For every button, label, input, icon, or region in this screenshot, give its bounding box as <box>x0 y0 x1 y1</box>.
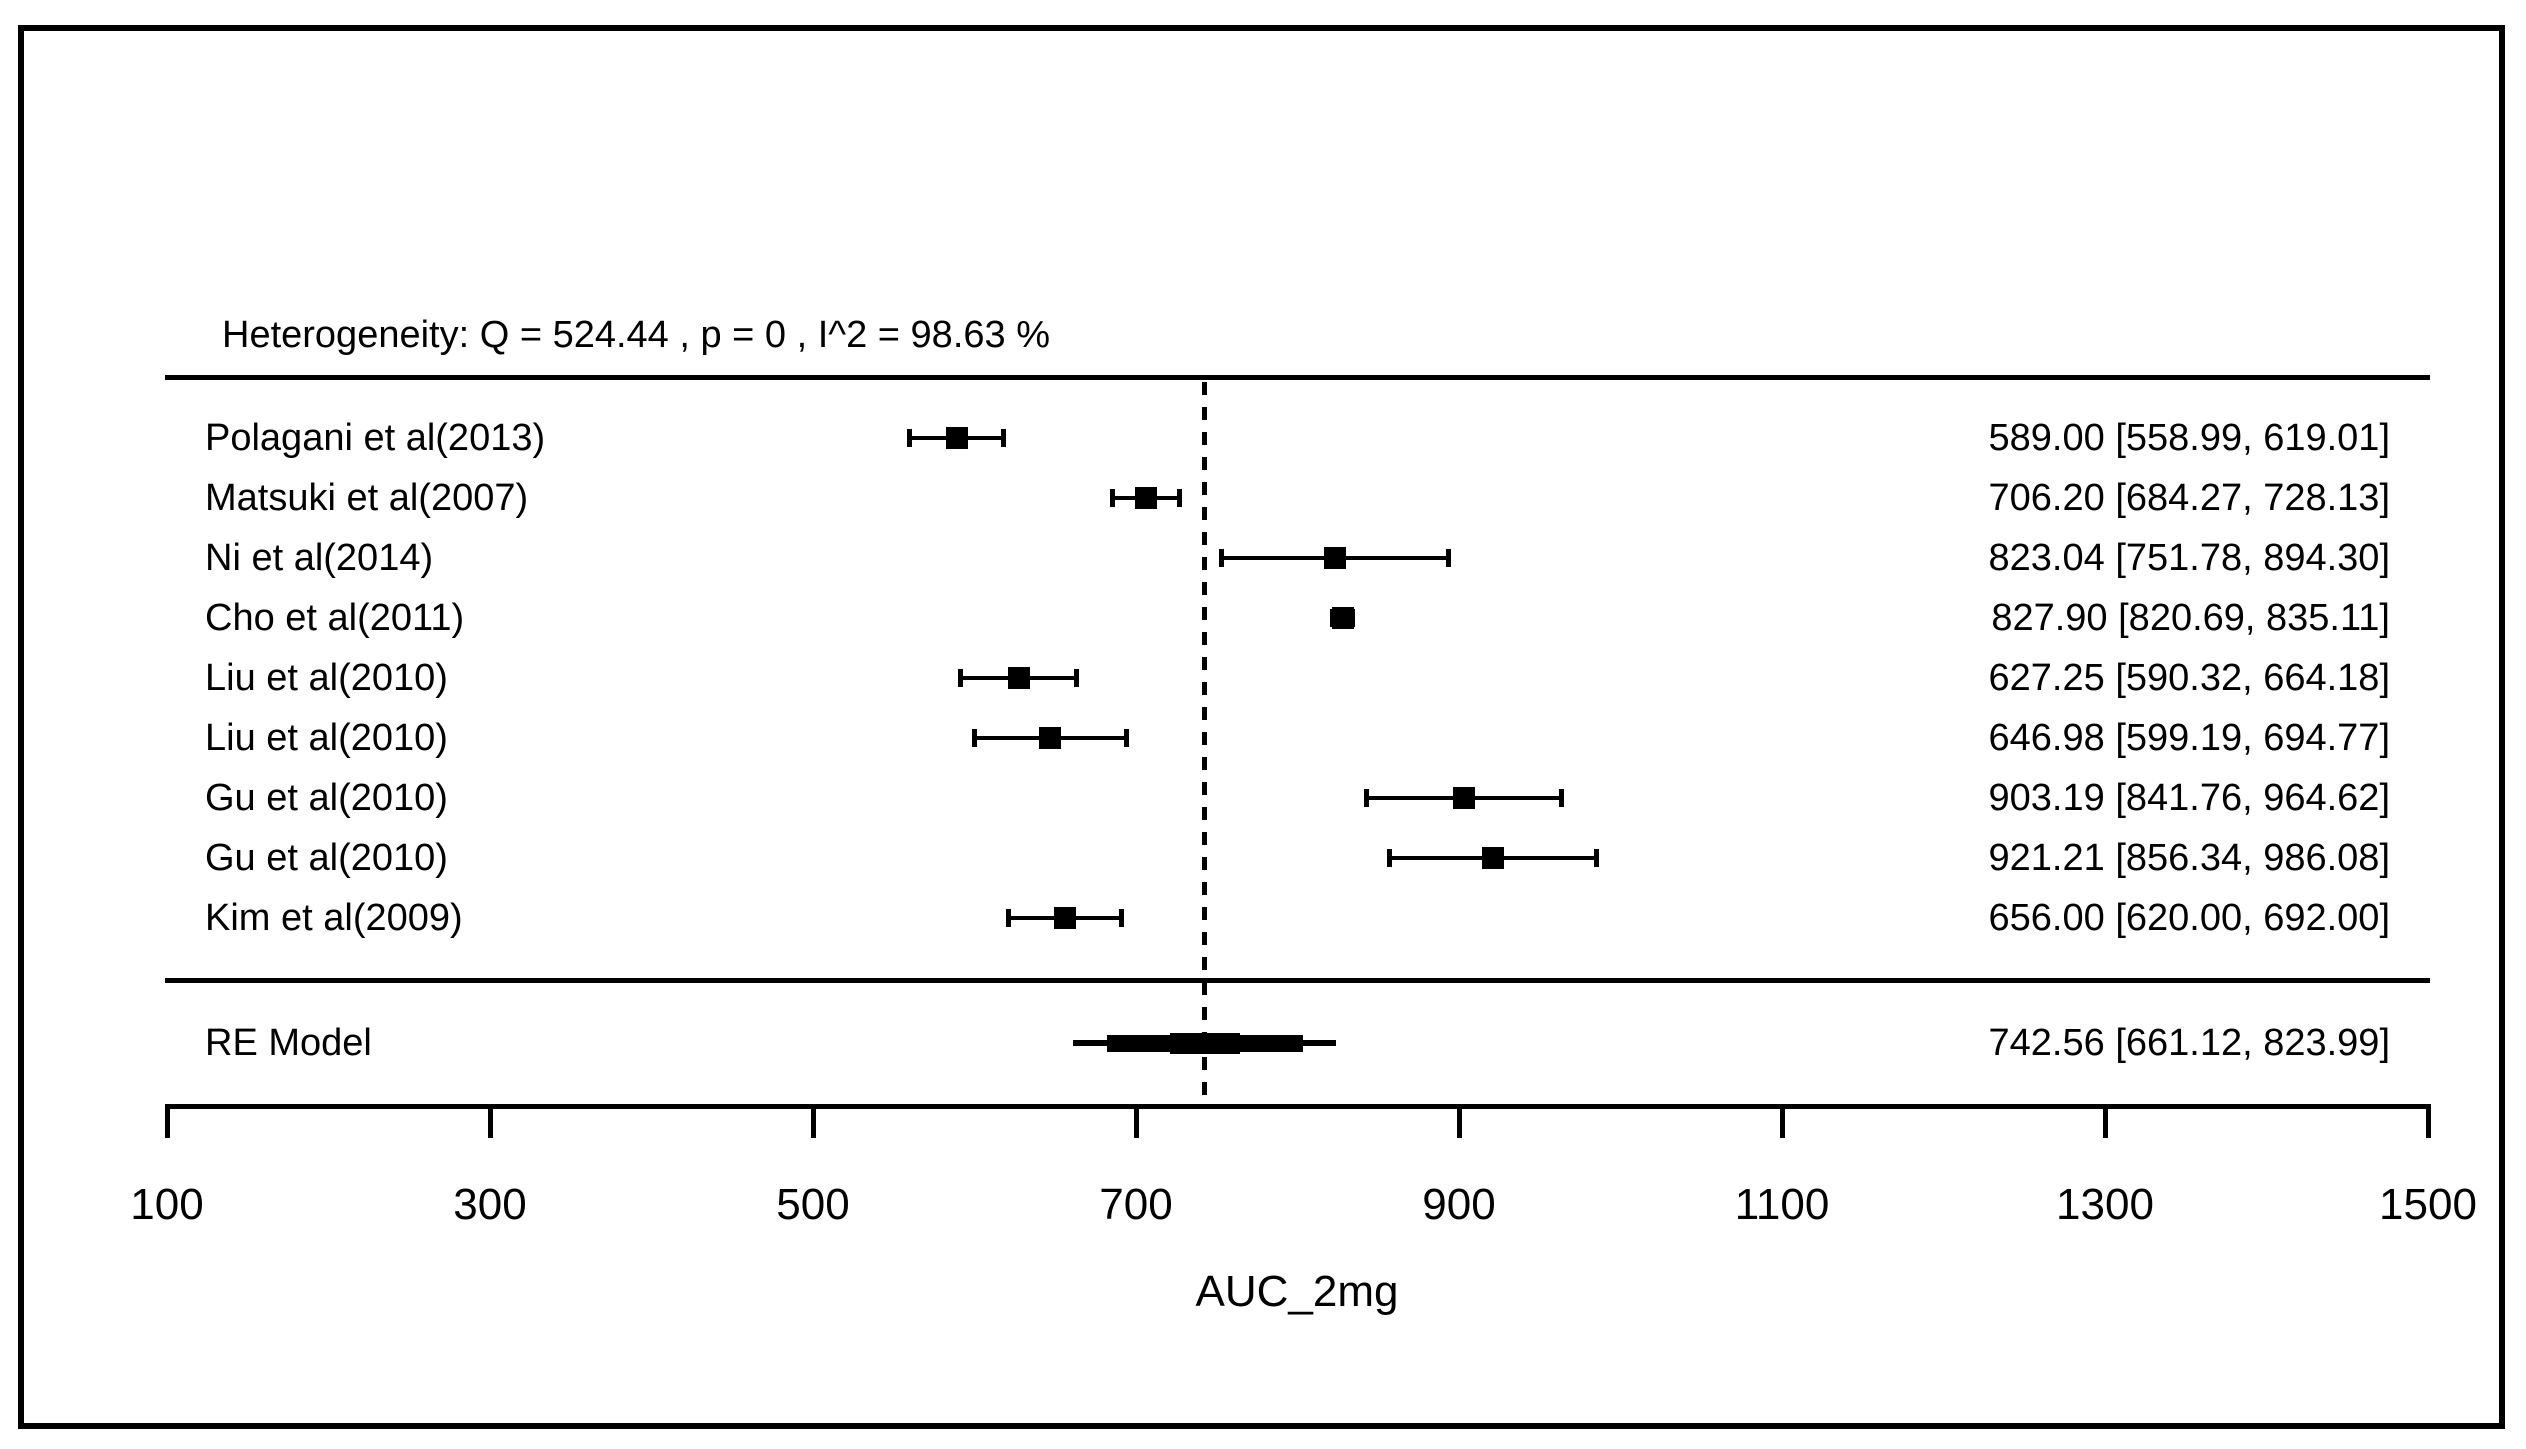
ci-cap-left <box>957 669 963 687</box>
x-axis-tick <box>2103 1106 2108 1138</box>
ci-cap-left <box>972 729 978 747</box>
estimate-square-marker <box>945 427 968 449</box>
heterogeneity-text: Heterogeneity: Q = 524.44 , p = 0 , I^2 … <box>222 314 1050 356</box>
estimate-square-marker <box>1007 667 1030 689</box>
study-annotation: 921.21 [856.34, 986.08] <box>1988 837 2390 879</box>
ci-cap-left <box>1363 789 1369 807</box>
x-axis-tick-label: 1100 <box>1734 1180 1830 1229</box>
study-annotation: 589.00 [558.99, 619.01] <box>1988 417 2390 459</box>
study-annotation: 627.25 [590.32, 664.18] <box>1988 657 2390 699</box>
x-axis-tick-label: 900 <box>1422 1180 1496 1229</box>
estimate-square-marker <box>1482 847 1505 869</box>
estimate-square-marker <box>1053 907 1076 929</box>
ci-cap-right <box>1177 489 1183 507</box>
x-axis-tick <box>165 1106 170 1138</box>
ci-cap-right <box>1119 909 1125 927</box>
ci-cap-left <box>1387 849 1393 867</box>
summary-estimate-dashed-line <box>1202 382 1207 1106</box>
x-axis-tick-label: 700 <box>1099 1180 1173 1229</box>
x-axis-title: AUC_2mg <box>1195 1267 1399 1316</box>
study-annotation: 646.98 [599.19, 694.77] <box>1988 717 2390 759</box>
figure-border <box>18 25 2505 1429</box>
summary-separator-line <box>165 978 2430 983</box>
ci-cap-right <box>1001 429 1007 447</box>
ci-cap-left <box>1005 909 1011 927</box>
study-annotation: 903.19 [841.76, 964.62] <box>1988 777 2390 819</box>
study-annotation: 656.00 [620.00, 692.00] <box>1988 897 2390 939</box>
x-axis-tick <box>811 1106 816 1138</box>
x-axis-tick-label: 100 <box>130 1180 204 1229</box>
x-axis-tick <box>1780 1106 1785 1138</box>
ci-cap-right <box>1123 729 1129 747</box>
study-annotation: 706.20 [684.27, 728.13] <box>1988 477 2390 519</box>
estimate-square-marker <box>1323 547 1346 569</box>
study-label: Liu et al(2010) <box>205 717 448 759</box>
study-annotation: 827.90 [820.69, 835.11] <box>1991 597 2390 639</box>
summary-label: RE Model <box>205 1022 372 1064</box>
study-label: Liu et al(2010) <box>205 657 448 699</box>
study-label: Polagani et al(2013) <box>205 417 546 459</box>
estimate-square-marker <box>1453 787 1476 809</box>
study-annotation: 823.04 [751.78, 894.30] <box>1988 537 2390 579</box>
ci-cap-left <box>907 429 913 447</box>
ci-cap-right <box>1594 849 1600 867</box>
estimate-square-marker <box>1135 487 1157 509</box>
ci-cap-right <box>1074 669 1080 687</box>
x-axis-tick-label: 500 <box>776 1180 850 1229</box>
x-axis-tick-label: 300 <box>453 1180 527 1229</box>
study-label: Gu et al(2010) <box>205 777 448 819</box>
top-separator-line <box>165 375 2430 380</box>
summary-annotation: 742.56 [661.12, 823.99] <box>1988 1022 2390 1064</box>
study-label: Matsuki et al(2007) <box>205 477 529 519</box>
ci-cap-left <box>1109 489 1115 507</box>
ci-cap-left <box>1218 549 1224 567</box>
study-label: Cho et al(2011) <box>205 597 465 639</box>
summary-ci-bar-thick <box>1169 1033 1240 1054</box>
study-label: Gu et al(2010) <box>205 837 448 879</box>
x-axis-tick <box>488 1106 493 1138</box>
x-axis-tick <box>1457 1106 1462 1138</box>
x-axis-tick-label: 1300 <box>2056 1180 2154 1229</box>
estimate-square-marker <box>1331 607 1354 629</box>
estimate-square-marker <box>1039 727 1062 749</box>
x-axis-line <box>165 1104 2431 1109</box>
x-axis-tick <box>1134 1106 1139 1138</box>
study-label: Ni et al(2014) <box>205 537 434 579</box>
ci-cap-right <box>1445 549 1451 567</box>
x-axis-tick <box>2426 1106 2431 1138</box>
study-label: Kim et al(2009) <box>205 897 463 939</box>
x-axis-tick-label: 1500 <box>2379 1180 2477 1229</box>
ci-cap-right <box>1559 789 1565 807</box>
